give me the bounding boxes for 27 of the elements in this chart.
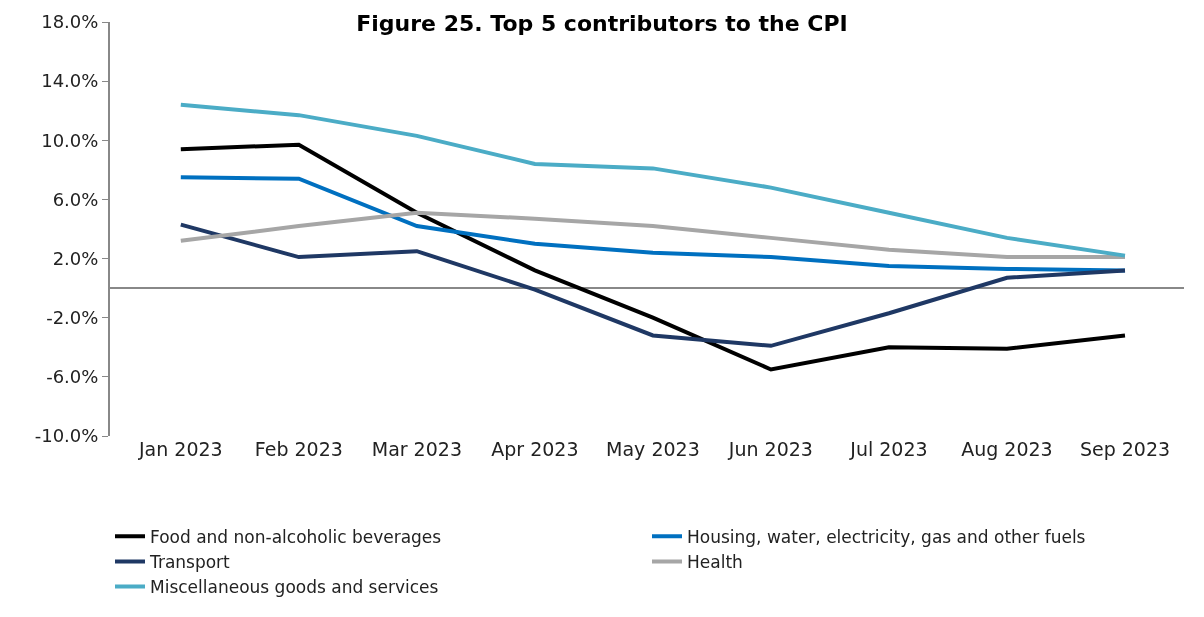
- x-tick-label: May 2023: [606, 438, 700, 460]
- x-tick-label: Mar 2023: [371, 438, 462, 460]
- x-tick-label: Feb 2023: [254, 438, 343, 460]
- y-tick-label: -10.0%: [34, 425, 99, 447]
- y-tick-label: 18.0%: [41, 11, 99, 33]
- line-series: [178, 210, 1127, 260]
- y-tick-label: -6.0%: [46, 366, 99, 388]
- line-series: [178, 222, 1127, 348]
- line-series: [178, 102, 1127, 258]
- x-tick-label: Apr 2023: [491, 438, 579, 460]
- legend-label: Transport: [149, 552, 231, 573]
- chart-title: Figure 25. Top 5 contributors to the CPI: [356, 10, 848, 36]
- y-tick-label: 2.0%: [52, 247, 99, 269]
- y-tick-label: 10.0%: [41, 129, 99, 151]
- line-series: [178, 142, 1127, 372]
- x-tick-label: Jan 2023: [137, 438, 223, 460]
- x-tick-label: Sep 2023: [1079, 438, 1171, 460]
- y-tick-label: 6.0%: [52, 188, 99, 210]
- x-tick-label: Jun 2023: [727, 438, 813, 460]
- x-tick-label: Aug 2023: [961, 438, 1053, 460]
- y-tick-label: -2.0%: [46, 307, 99, 329]
- y-tick-label: 14.0%: [41, 70, 99, 92]
- legend-label: Food and non-alcoholic beverages: [150, 526, 442, 547]
- legend-label: Housing, water, electricity, gas and other fuels: [687, 526, 1086, 547]
- legend-label: Health: [687, 552, 743, 573]
- legend-label: Miscellaneous goods and services: [150, 577, 439, 598]
- x-tick-label: Jul 2023: [849, 438, 928, 460]
